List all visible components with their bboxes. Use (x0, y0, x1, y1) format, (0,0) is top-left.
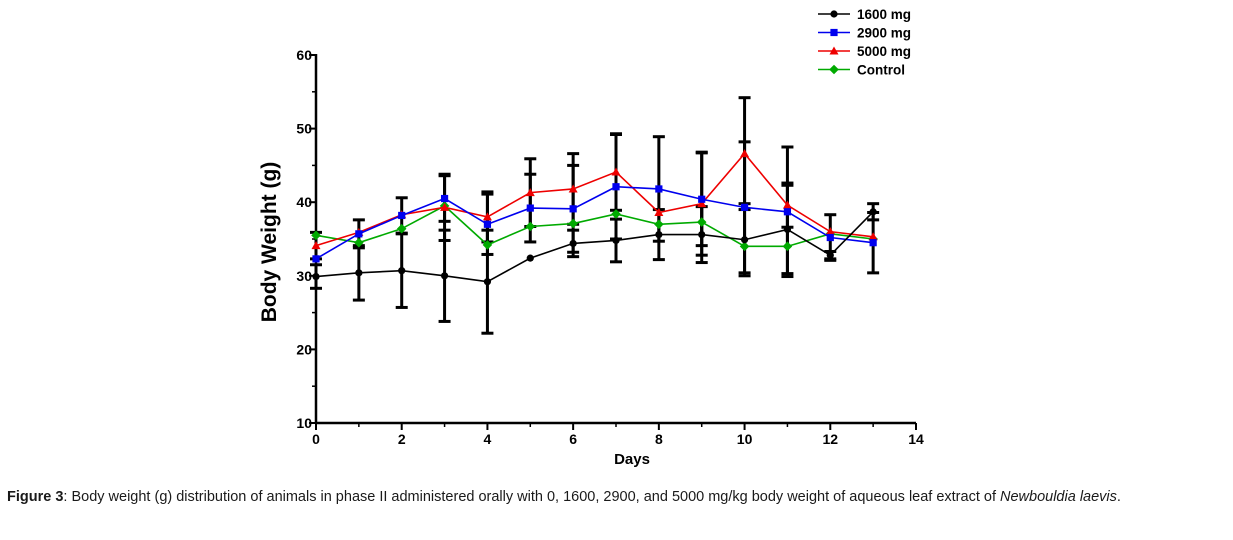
y-tick-label: 50 (296, 121, 312, 137)
data-point (869, 239, 877, 247)
data-point (569, 239, 577, 248)
data-point (526, 204, 534, 212)
error-bars-0 (310, 183, 880, 335)
x-tick-label: 0 (312, 431, 320, 447)
x-tick-label: 8 (655, 431, 663, 447)
data-point (698, 230, 706, 239)
data-point (826, 251, 834, 259)
data-point (655, 230, 663, 239)
data-point (312, 255, 320, 263)
data-point (740, 203, 749, 211)
data-point (569, 205, 577, 213)
chart-svg: 10 20 30 40 50 60 0 2 4 6 8 10 12 14 Days Body Weight (… (258, 7, 924, 468)
data-point (311, 241, 321, 250)
x-tick-label: 14 (908, 431, 924, 447)
y-tick-label: 60 (296, 47, 312, 63)
y-tick-label: 30 (296, 268, 312, 284)
data-point (398, 211, 406, 220)
plot-area (310, 96, 880, 335)
caption-end: . (1116, 489, 1121, 505)
data-point (398, 267, 406, 275)
data-point (396, 223, 407, 234)
data-point (869, 208, 877, 216)
series-line (315, 211, 874, 283)
data-point (483, 278, 492, 286)
data-point (654, 208, 664, 217)
data-point (440, 194, 449, 203)
data-point (783, 208, 792, 216)
y-tick-label: 40 (296, 194, 312, 210)
series-1 (312, 183, 877, 263)
legend-label: 2900 mg (857, 26, 911, 41)
data-point (568, 184, 578, 193)
data-point (698, 195, 706, 203)
legend-label: Control (857, 63, 905, 78)
data-point (525, 188, 535, 197)
legend-label: 5000 mg (857, 44, 911, 59)
series-line (315, 204, 874, 248)
y-tick-label: 10 (296, 415, 312, 431)
caption-text: : Body weight (g) distribution of animal… (63, 489, 1001, 505)
data-point (568, 218, 578, 229)
legend-marker (830, 28, 838, 37)
caption-label: Figure 3 (7, 489, 64, 505)
data-point (482, 240, 493, 250)
data-point (355, 230, 363, 238)
data-point (526, 254, 534, 262)
series-line (315, 185, 874, 260)
data-point (312, 272, 320, 281)
data-point (611, 209, 621, 219)
data-point (525, 221, 536, 232)
data-point (782, 241, 793, 252)
data-point (696, 217, 707, 227)
legend-label: 1600 mg (857, 7, 911, 22)
data-point (611, 167, 621, 176)
caption-species: Newbouldia laevis (1000, 489, 1117, 505)
data-point (826, 233, 834, 242)
legend: 1600 mg 2900 mg 5000 mg Control (818, 7, 911, 78)
x-tick-label: 12 (822, 431, 838, 447)
data-point (311, 230, 321, 241)
legend-item: 5000 mg (818, 44, 911, 59)
data-point (612, 236, 620, 245)
data-point (697, 199, 707, 208)
legend-marker (829, 46, 839, 55)
data-point (783, 225, 792, 234)
data-point (440, 202, 450, 211)
data-point (482, 212, 492, 221)
x-tick-label: 2 (398, 431, 406, 447)
data-point (354, 237, 364, 248)
figure-caption: Figure 3: Body weight (g) distribution o… (7, 487, 1225, 507)
series-0 (312, 208, 877, 286)
x-axis-label: Days (614, 451, 650, 468)
data-point (825, 227, 835, 236)
data-point (355, 269, 363, 277)
y-axis-label: Body Weight (g) (258, 162, 281, 323)
legend-item: Control (818, 63, 905, 78)
data-point (483, 220, 492, 228)
x-tick-label: 4 (484, 431, 492, 447)
legend-item: 1600 mg (818, 7, 911, 22)
data-point (740, 236, 749, 244)
data-point (740, 149, 750, 158)
legend-marker (829, 64, 839, 75)
data-point (868, 232, 878, 241)
x-tick-label: 6 (569, 431, 577, 447)
legend-marker (830, 10, 838, 18)
y-tick-label: 20 (296, 341, 312, 357)
x-tick-label: 10 (737, 431, 753, 447)
data-point (440, 272, 449, 280)
data-point (612, 183, 620, 191)
data-point (655, 185, 663, 193)
legend-item: 2900 mg (818, 26, 911, 41)
axes: 10 20 30 40 50 60 0 2 4 6 8 10 12 14 Days Body Weight (… (258, 47, 924, 468)
data-point (782, 200, 792, 209)
data-point (739, 241, 750, 252)
data-point (654, 219, 664, 230)
